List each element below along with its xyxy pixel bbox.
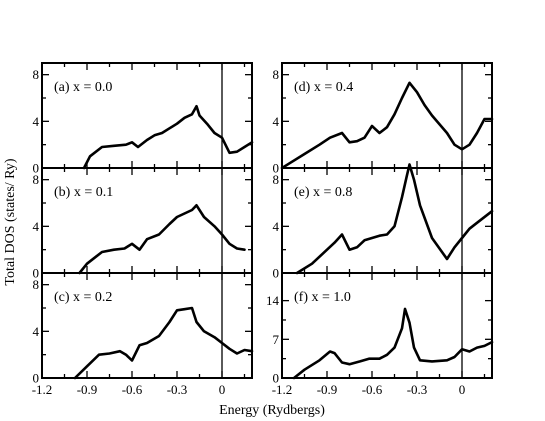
- panel-label: (e) x = 0.8: [294, 185, 352, 200]
- y-tick-label: 14: [266, 293, 280, 308]
- x-tick-label: 0: [219, 382, 226, 397]
- y-tick-label: 4: [33, 324, 40, 339]
- panel-frame: [281, 62, 493, 169]
- panel-1: 0 4 8 (b) x = 0.1: [33, 167, 253, 281]
- y-tick-label: 0: [273, 371, 280, 386]
- panel-frame: [41, 62, 253, 169]
- panel-label: (a) x = 0.0: [54, 80, 112, 95]
- y-tick-label: 4: [273, 114, 280, 129]
- x-tick-label: -1.2: [32, 382, 53, 397]
- dos-curve: [82, 104, 254, 170]
- y-tick-label: 8: [273, 67, 280, 82]
- x-tick-label: -0.6: [122, 382, 143, 397]
- y-tick-label: 8: [273, 172, 280, 187]
- y-tick-label: 0: [33, 266, 40, 281]
- y-tick-label: 8: [33, 67, 40, 82]
- x-tick-label: -0.6: [362, 382, 383, 397]
- y-tick-label: 4: [33, 219, 40, 234]
- y-tick-label: 0: [273, 161, 280, 176]
- x-tick-label: -0.3: [167, 382, 188, 397]
- y-tick-label: 0: [273, 266, 280, 281]
- panels-layer: 0 4 8 (a) x = 0.0 0 4 8 (b) x = 0.1 0 4 8 -1.2 -0.9 -…: [32, 62, 494, 397]
- dos-curve: [73, 306, 254, 380]
- panel-2: 0 4 8 -1.2 -0.9 -0.6 -0.3 0 (c) x = 0.2: [32, 272, 254, 397]
- panel-4: 0 4 8 (e) x = 0.8: [273, 163, 494, 281]
- y-tick-label: 7: [273, 332, 280, 347]
- x-axis-label: Energy (Rydbergs): [219, 403, 325, 418]
- x-tick-label: -1.2: [272, 382, 293, 397]
- dos-curve: [292, 307, 494, 380]
- panel-5: 0 7 14 -1.2 -0.9 -0.6 -0.3 0 (f) x = 1.0: [266, 272, 494, 397]
- y-tick-label: 4: [273, 219, 280, 234]
- y-tick-label: 4: [33, 114, 40, 129]
- panel-0: 0 4 8 (a) x = 0.0: [33, 62, 254, 176]
- panel-frame: [281, 167, 493, 274]
- panel-frame: [41, 167, 253, 274]
- y-tick-label: 0: [33, 371, 40, 386]
- dos-curve: [295, 163, 494, 275]
- panel-label: (b) x = 0.1: [54, 185, 113, 200]
- x-tick-label: 0: [459, 382, 466, 397]
- panel-label: (f) x = 1.0: [294, 290, 351, 305]
- panel-label: (d) x = 0.4: [294, 80, 353, 95]
- y-tick-label: 0: [33, 161, 40, 176]
- panel-frame: [41, 272, 253, 379]
- dos-curve: [280, 81, 494, 170]
- x-tick-label: -0.3: [407, 382, 428, 397]
- y-tick-label: 8: [33, 172, 40, 187]
- panel-frame: [281, 272, 493, 379]
- panel-label: (c) x = 0.2: [54, 290, 112, 305]
- panel-3: 0 4 8 (d) x = 0.4: [273, 62, 494, 176]
- y-tick-label: 8: [33, 277, 40, 292]
- y-axis-label: Total DOS (states/ Ry): [3, 158, 18, 286]
- x-tick-label: -0.9: [77, 382, 98, 397]
- dos-curve: [78, 204, 246, 275]
- x-tick-label: -0.9: [317, 382, 338, 397]
